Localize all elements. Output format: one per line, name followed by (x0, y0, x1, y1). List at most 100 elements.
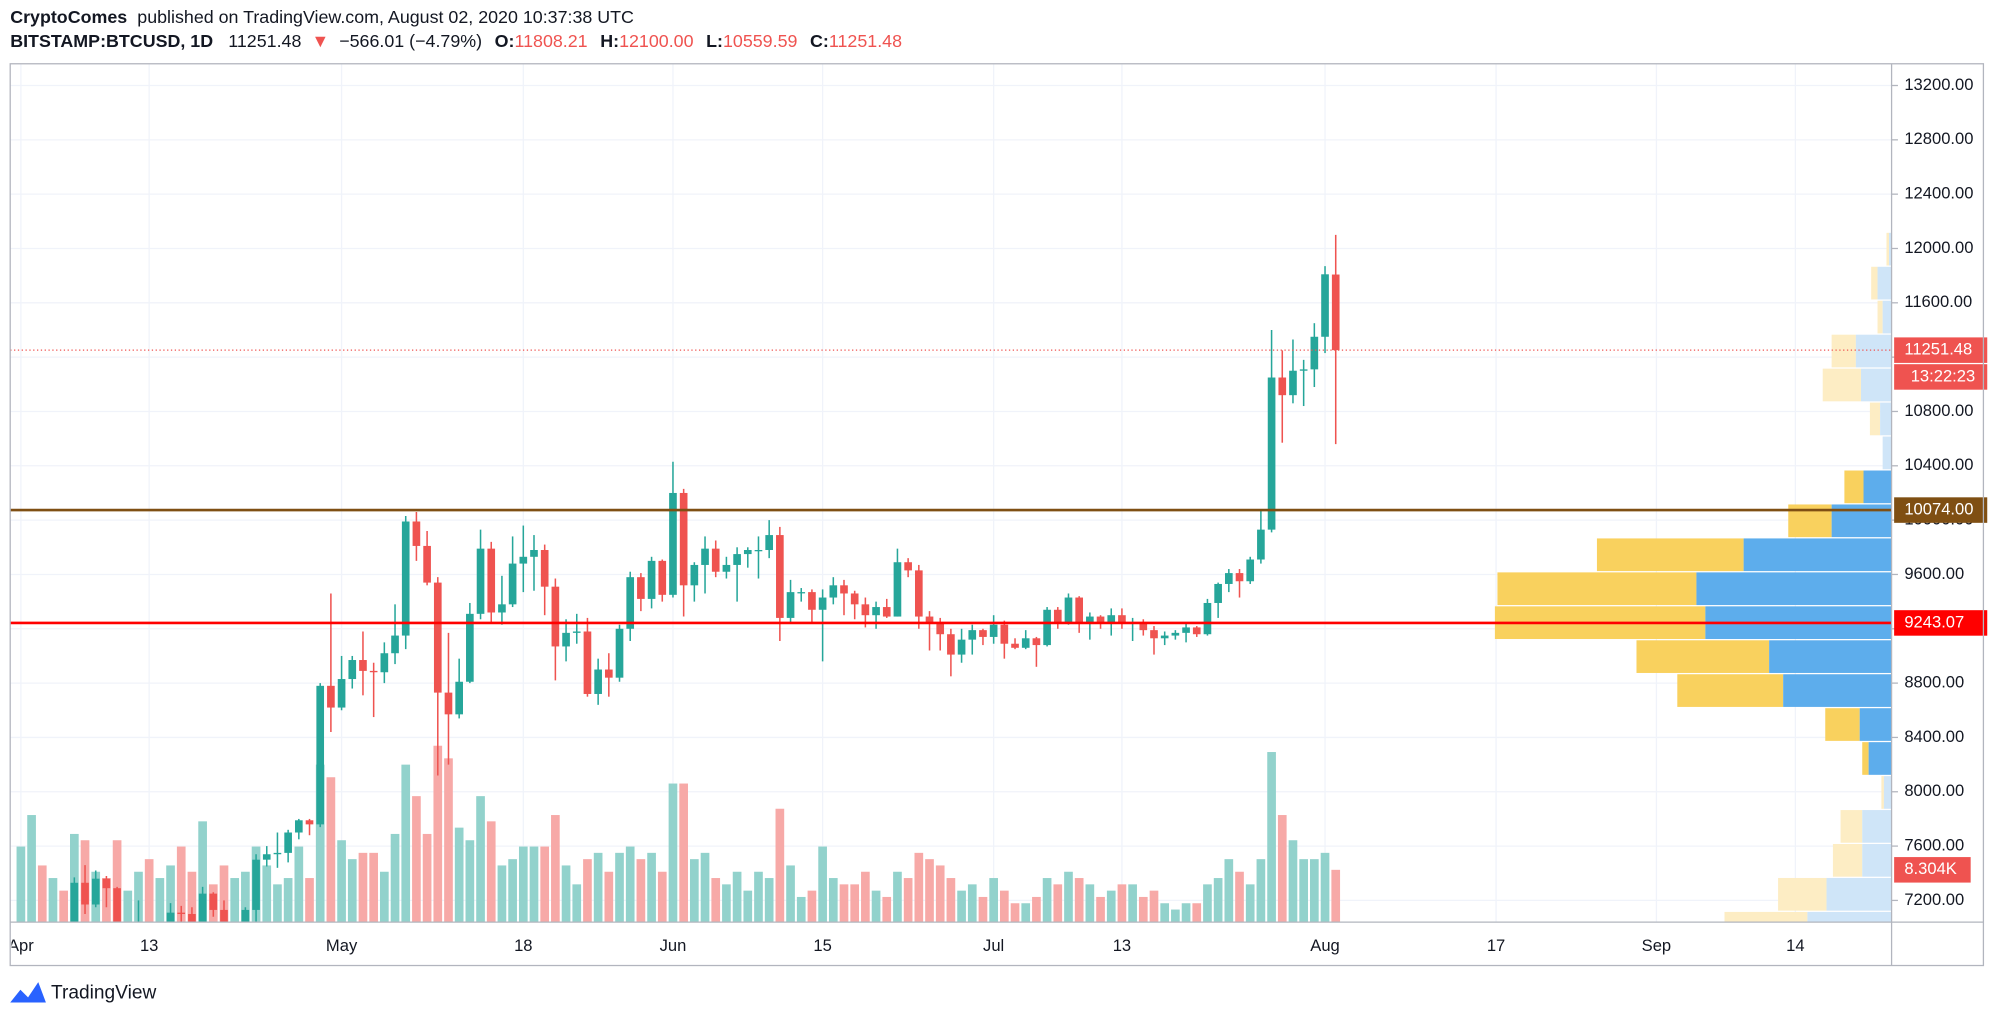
profile-down (1497, 572, 1697, 606)
candle-body (1160, 635, 1169, 639)
volume-bar (604, 871, 614, 923)
candle-body (294, 820, 303, 833)
candle-body (829, 585, 838, 598)
y-tick-label: 13200.00 (1904, 75, 1973, 94)
volume-bar (134, 871, 143, 923)
candle-body (188, 914, 196, 923)
candle-body (273, 852, 282, 855)
candle-body (220, 909, 228, 923)
candle-body (701, 548, 709, 565)
candle-body (979, 630, 987, 637)
last-price: 11251.48 (228, 31, 301, 51)
volume-bar (476, 796, 485, 923)
x-tick-label: 15 (813, 936, 831, 955)
volume-bar (796, 896, 806, 923)
volume-bar (572, 884, 582, 923)
candle-body (262, 854, 271, 860)
x-tick-label: 17 (1487, 936, 1505, 955)
y-tick-label: 8800.00 (1904, 672, 1964, 691)
candle-body (1171, 632, 1180, 636)
profile-down (1822, 368, 1861, 402)
candle-body (412, 521, 421, 546)
change: −566.01 (−4.79%) (339, 31, 482, 51)
x-tick-label: Jun (660, 936, 687, 955)
candle-body (359, 660, 367, 671)
candle-body (1011, 643, 1019, 648)
y-tick-label: 12000.00 (1904, 238, 1973, 257)
candle-body (743, 550, 752, 555)
price-label-layer: 10074.00 9243.07 11251.48 13:22:23 8.304K (1894, 337, 1988, 883)
candle-body (647, 560, 656, 599)
candle-body (1310, 336, 1319, 370)
volume-bar (786, 865, 795, 923)
volume-bar (497, 865, 507, 923)
volume-bar (37, 865, 47, 923)
candle-body (1182, 627, 1190, 633)
close-label: C: (810, 31, 829, 51)
candle-body (626, 577, 635, 629)
volume-bar (978, 896, 988, 923)
candle-body (1235, 573, 1244, 582)
profile-up (1868, 742, 1892, 775)
volume-bar (690, 859, 699, 923)
profile-down (1844, 470, 1864, 504)
profile-down (1881, 776, 1884, 809)
candle-body (1139, 621, 1148, 631)
candle-body (423, 545, 431, 583)
y-tick-label: 12800.00 (1904, 129, 1973, 148)
volume-bar (1160, 903, 1170, 923)
volume-bar (1213, 878, 1223, 923)
candle-body (337, 679, 346, 708)
candle-body (808, 592, 816, 610)
publish-line: CryptoComes published on TradingView.com… (10, 7, 634, 27)
x-tick-label: Sep (1642, 936, 1672, 955)
candle-body (1053, 609, 1062, 622)
candle-body (209, 893, 218, 910)
profile-down (1869, 402, 1881, 436)
candle-body (711, 548, 720, 572)
profile-up (1877, 266, 1892, 300)
candle-body (797, 592, 806, 594)
level-label: 10074.00 (1904, 499, 1973, 518)
candle-body (604, 669, 613, 678)
candle-body (466, 613, 474, 682)
x-tick-label: 14 (1786, 936, 1804, 955)
volume-bar (647, 852, 656, 923)
profile-up (1882, 300, 1892, 334)
candle-body (444, 692, 453, 715)
candle-body (1107, 615, 1116, 624)
volume-bar (283, 878, 293, 923)
volume-bar (16, 846, 26, 923)
close-value: 11251.48 (829, 31, 902, 51)
open-label: O: (495, 31, 515, 51)
volume-bar (1203, 884, 1212, 923)
candle-body (1278, 377, 1287, 396)
profile-down (1840, 810, 1863, 843)
candle-body (1086, 616, 1094, 624)
low-label: L: (706, 31, 723, 51)
candle-body (925, 616, 934, 622)
candle-body (476, 548, 485, 614)
volume-bar (551, 815, 560, 923)
profile-up (1859, 708, 1892, 741)
volume-bar (1000, 890, 1009, 923)
volume-bar (989, 878, 998, 923)
profile-down (1596, 538, 1744, 572)
candle-body (1331, 274, 1340, 351)
last-price-label: 11251.48 (1904, 340, 1972, 359)
volume-bar (1117, 884, 1127, 923)
candle-body (690, 564, 699, 586)
low-value: 10559.59 (723, 31, 798, 51)
candle-body (786, 592, 795, 618)
candle-body (904, 562, 912, 571)
brand: TradingView (51, 983, 156, 1004)
volume-bar (1021, 903, 1031, 923)
volume-bar (668, 783, 678, 923)
volume-bar (935, 865, 945, 923)
volume-bar (1256, 859, 1266, 923)
change-arrow: ▼ (311, 31, 329, 51)
candle-body (519, 556, 528, 564)
volume-bar (1064, 871, 1073, 923)
volume-bar (294, 846, 304, 923)
level-box (1894, 610, 1988, 636)
